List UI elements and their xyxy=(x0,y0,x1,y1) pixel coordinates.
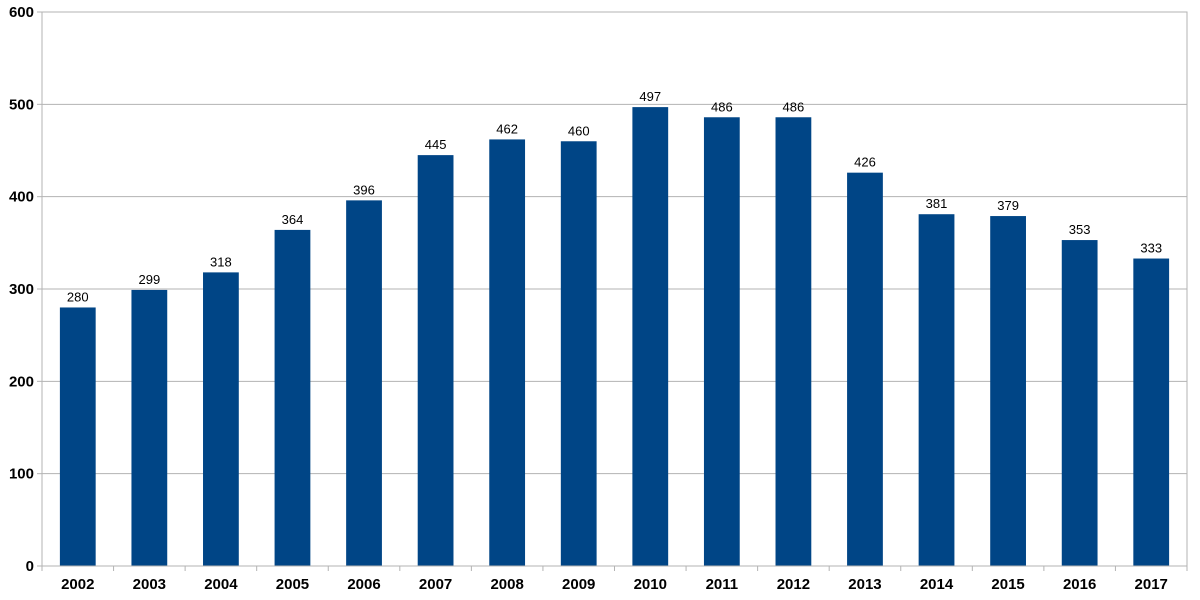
data-label-2005: 364 xyxy=(282,212,304,227)
data-label-2008: 462 xyxy=(496,121,518,136)
bar-2004 xyxy=(203,272,239,566)
x-tick-label-2014: 2014 xyxy=(920,576,954,593)
bar-2010 xyxy=(632,107,669,566)
y-axis-tick-labels: 0 100 200 300 400 500 600 xyxy=(9,4,34,575)
x-tick-label-2005: 2005 xyxy=(276,576,309,593)
y-tick-label: 0 xyxy=(26,558,34,575)
x-tick-label-2004: 2004 xyxy=(204,576,238,593)
data-label-2016: 353 xyxy=(1069,222,1091,237)
y-tick-label: 200 xyxy=(9,373,34,390)
bar-2011 xyxy=(703,117,740,566)
data-label-2013: 426 xyxy=(854,155,876,170)
bar-2009 xyxy=(560,141,597,566)
data-label-2009: 460 xyxy=(568,123,590,138)
x-tick-label-2007: 2007 xyxy=(419,576,452,593)
x-tick-label-2013: 2013 xyxy=(848,576,881,593)
plot-area-frame xyxy=(41,11,1188,567)
y-tick-label: 100 xyxy=(9,466,34,483)
x-tick-label-2011: 2011 xyxy=(706,576,739,593)
y-tick-label: 400 xyxy=(9,189,34,206)
data-label-2011: 486 xyxy=(711,99,733,114)
y-tick-label: 300 xyxy=(9,281,34,298)
bars xyxy=(59,107,1170,567)
data-label-2010: 497 xyxy=(639,89,661,104)
bar-2003 xyxy=(131,289,168,566)
bar-2002 xyxy=(59,307,96,566)
y-tick-label: 600 xyxy=(9,4,34,21)
bar-2006 xyxy=(346,200,382,567)
x-tick-label-2006: 2006 xyxy=(347,576,380,593)
data-label-2002: 280 xyxy=(67,289,89,304)
data-label-2015: 379 xyxy=(997,198,1019,213)
x-tick-label-2012: 2012 xyxy=(777,576,810,593)
bar-2007 xyxy=(417,155,454,566)
data-label-2004: 318 xyxy=(210,254,232,269)
data-label-2007: 445 xyxy=(425,137,447,152)
x-tick-label-2017: 2017 xyxy=(1135,576,1168,593)
data-label-2003: 299 xyxy=(138,272,160,287)
x-tick-label-2016: 2016 xyxy=(1063,576,1096,593)
bar-2015 xyxy=(990,216,1026,566)
x-tick-label-2010: 2010 xyxy=(634,576,667,593)
data-label-2017: 333 xyxy=(1140,241,1162,256)
bar-2017 xyxy=(1133,258,1170,566)
bar-2013 xyxy=(847,172,883,566)
bar-2016 xyxy=(1061,240,1098,566)
bar-2005 xyxy=(274,229,311,566)
x-tick-label-2009: 2009 xyxy=(562,576,595,593)
x-axis-tick-labels: 2002 2003 2004 2005 2006 2007 2008 2009 2010 2011… xyxy=(61,576,1168,593)
x-tick-label-2008: 2008 xyxy=(490,576,523,593)
bar-2008 xyxy=(489,139,526,567)
bar-2012 xyxy=(775,117,812,566)
data-label-2012: 486 xyxy=(783,99,805,114)
y-tick-label: 500 xyxy=(9,96,34,113)
bar-2014 xyxy=(918,214,955,566)
x-tick-label-2003: 2003 xyxy=(133,576,166,593)
data-labels: 280 299 318 364 396 445 462 460 497 486 486 426 381 3… xyxy=(67,89,1162,304)
x-tick-label-2002: 2002 xyxy=(61,576,94,593)
data-label-2006: 396 xyxy=(353,182,375,197)
x-tick-label-2015: 2015 xyxy=(991,576,1024,593)
data-label-2014: 381 xyxy=(926,196,948,211)
